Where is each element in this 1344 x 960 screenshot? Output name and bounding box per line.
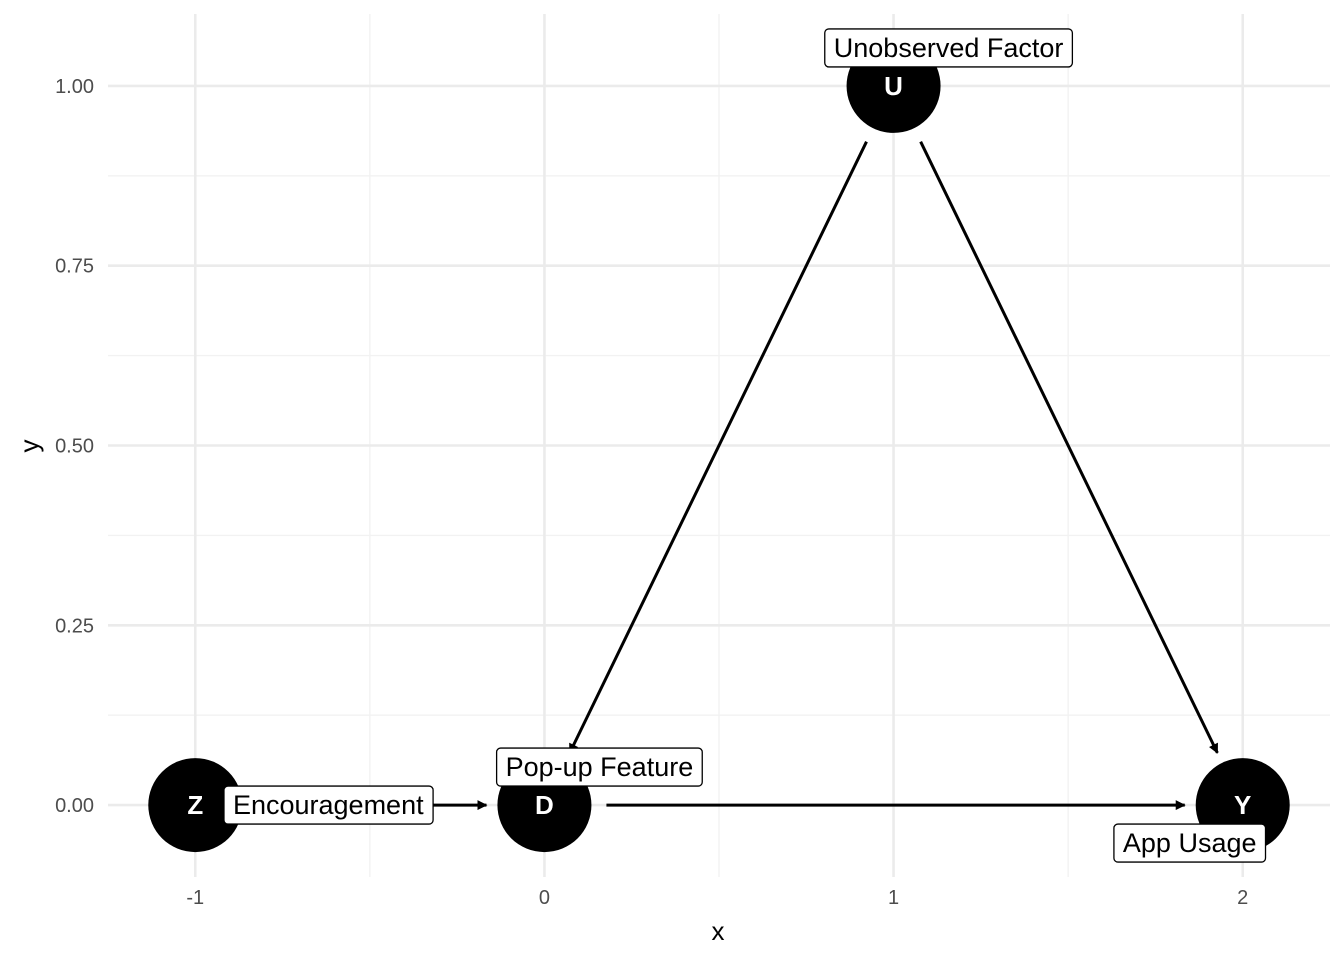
edge-u-to-y xyxy=(919,141,1219,754)
edge-u-to-d xyxy=(568,141,868,754)
y-tick-label: 0.25 xyxy=(55,615,94,637)
label-box xyxy=(223,785,434,825)
node-d-letter: D xyxy=(535,790,554,820)
y-tick-label: 0.50 xyxy=(55,436,94,458)
node-labels: Encouragement Pop-up Feature Unobserved Fa… xyxy=(223,28,1267,863)
node-z-label: Encouragement xyxy=(223,785,434,825)
label-box xyxy=(495,747,703,787)
y-axis-title: y xyxy=(14,440,44,453)
node-z xyxy=(148,758,243,853)
axes: x y -1 0 1 2 0.00 0.25 0.50 0.75 1.00 xyxy=(14,76,1248,946)
y-tick-label: 1.00 xyxy=(55,76,94,98)
label-box xyxy=(824,28,1074,68)
label-text: App Usage xyxy=(1123,828,1257,858)
x-tick-label: 0 xyxy=(539,887,550,909)
x-tick-label: -1 xyxy=(186,887,204,909)
label-box xyxy=(1113,823,1267,863)
label-text: Pop-up Feature xyxy=(506,752,694,782)
label-text: Encouragement xyxy=(233,790,424,820)
edges xyxy=(257,141,1219,811)
x-tick-label: 1 xyxy=(888,887,899,909)
x-axis-title: x xyxy=(712,916,725,946)
node-u-letter: U xyxy=(884,71,903,101)
node-y-letter: Y xyxy=(1234,790,1251,820)
y-tick-label: 0.00 xyxy=(55,795,94,817)
node-d-label: Pop-up Feature xyxy=(495,747,703,787)
x-tick-label: 2 xyxy=(1237,887,1248,909)
label-text: Unobserved Factor xyxy=(834,33,1064,63)
node-z-letter: Z xyxy=(187,790,203,820)
y-tick-label: 0.75 xyxy=(55,256,94,278)
node-y-label: App Usage xyxy=(1113,823,1267,863)
node-u-label: Unobserved Factor xyxy=(824,28,1074,68)
